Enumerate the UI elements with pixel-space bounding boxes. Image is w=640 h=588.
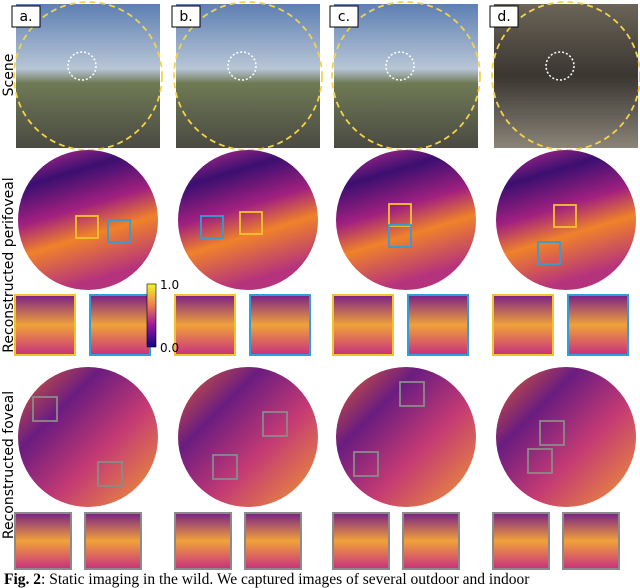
scene-photo — [176, 4, 320, 148]
perifoveal-reconstruction — [496, 150, 636, 290]
roi-box — [388, 224, 412, 248]
foveal-crop — [332, 512, 390, 570]
panel-label: d. — [497, 9, 510, 25]
caption-label: Fig. 2 — [4, 571, 41, 588]
roi-box — [262, 411, 288, 437]
foveal-crop — [244, 512, 302, 570]
roi-box — [107, 219, 131, 243]
roi-box — [75, 215, 99, 239]
roi-box — [388, 203, 412, 227]
roi-box — [239, 211, 263, 235]
fov-outline — [491, 1, 640, 151]
perifoveal-crop — [249, 294, 311, 356]
panel-label: c. — [338, 9, 350, 25]
scene-photo — [16, 4, 160, 148]
panel-label-box — [489, 5, 519, 28]
perifoveal-crop — [332, 294, 394, 356]
roi-box — [353, 451, 379, 477]
foveal-reconstruction — [18, 367, 158, 507]
foveal-reconstruction — [496, 367, 636, 507]
perifoveal-crop — [492, 294, 554, 356]
fovea-outline — [227, 51, 257, 81]
row-label: Reconstructed foveal — [1, 391, 17, 539]
foveal-crop — [174, 512, 232, 570]
foveal-reconstruction — [178, 367, 318, 507]
colorbar — [146, 283, 157, 348]
fovea-outline — [67, 51, 97, 81]
panel-label-box — [329, 5, 359, 28]
caption-text: : Static imaging in the wild. We capture… — [41, 571, 530, 588]
roi-box — [97, 461, 123, 487]
caption: Fig. 2: Static imaging in the wild. We c… — [4, 571, 530, 588]
roi-box — [399, 381, 425, 407]
colorbar-label: 1.0 — [160, 278, 179, 292]
perifoveal-crop — [14, 294, 76, 356]
roi-box — [553, 204, 577, 228]
fovea-outline — [385, 51, 415, 81]
foveal-crop — [14, 512, 72, 570]
fov-outline — [331, 1, 481, 151]
perifoveal-reconstruction — [336, 150, 476, 290]
foveal-reconstruction — [336, 367, 476, 507]
scene-photo — [334, 4, 478, 148]
perifoveal-reconstruction — [178, 150, 318, 290]
roi-box — [200, 215, 224, 239]
foveal-crop — [492, 512, 550, 570]
roi-box — [537, 241, 561, 265]
panel-label: b. — [179, 9, 192, 25]
fovea-outline — [545, 51, 575, 81]
perifoveal-crop — [407, 294, 469, 356]
perifoveal-crop — [89, 294, 151, 356]
row-label: Scene — [1, 54, 17, 97]
perifoveal-reconstruction — [18, 150, 158, 290]
roi-box — [212, 454, 238, 480]
foveal-crop — [84, 512, 142, 570]
perifoveal-crop — [567, 294, 629, 356]
panel-label-box — [11, 5, 41, 28]
fov-outline — [13, 1, 163, 151]
panel-label: a. — [19, 9, 32, 25]
fov-outline — [173, 1, 323, 151]
roi-box — [539, 420, 565, 446]
foveal-crop — [562, 512, 620, 570]
row-label: Reconstructed perifoveal — [1, 177, 17, 352]
roi-box — [32, 396, 58, 422]
foveal-crop — [402, 512, 460, 570]
perifoveal-crop — [174, 294, 236, 356]
roi-box — [527, 448, 553, 474]
colorbar-label: 0.0 — [160, 341, 179, 355]
panel-label-box — [171, 5, 201, 28]
scene-photo — [494, 4, 638, 148]
